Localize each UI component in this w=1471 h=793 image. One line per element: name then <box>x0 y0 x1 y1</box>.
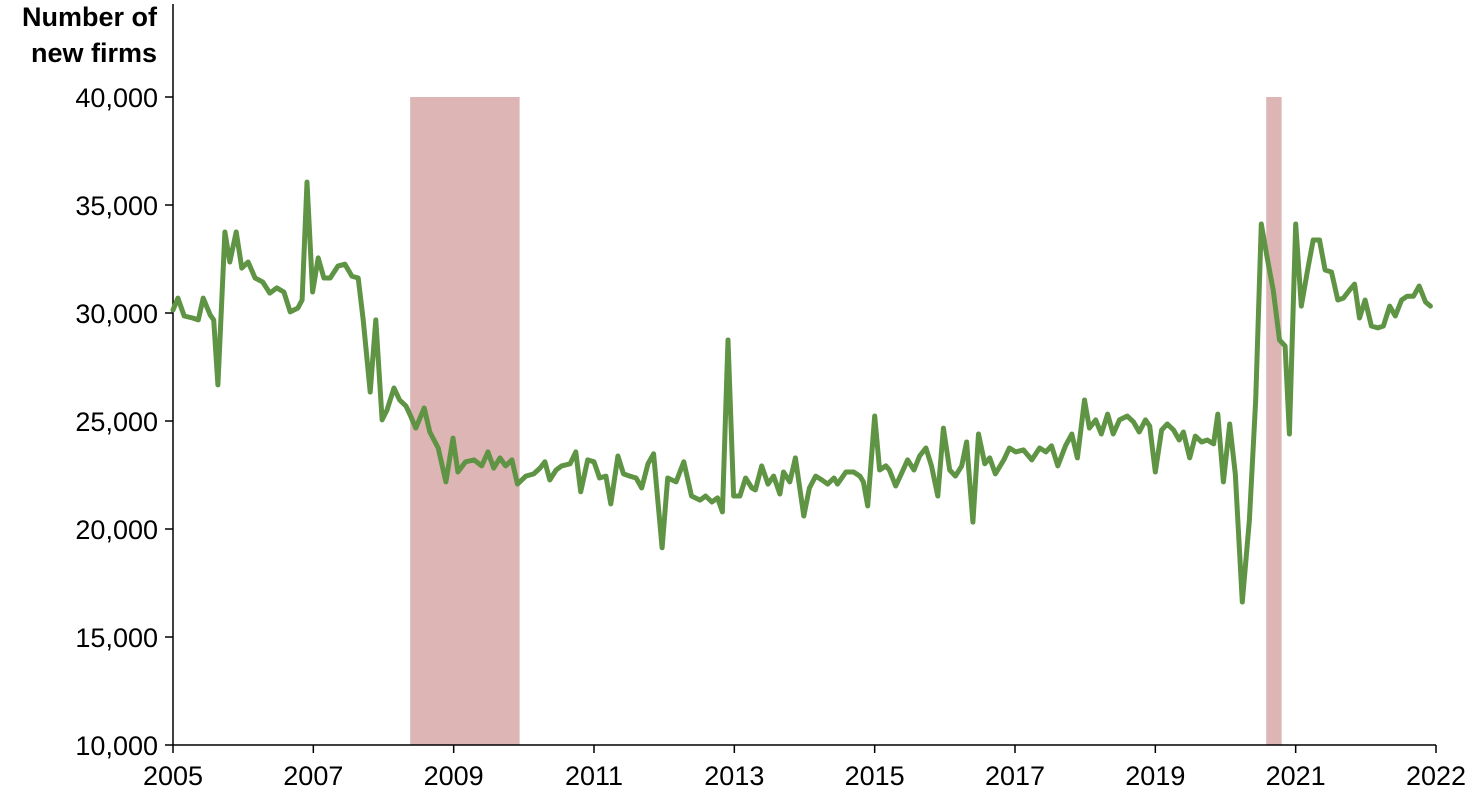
x-tick-label: 2005 <box>143 761 203 791</box>
y-tick-label: 25,000 <box>75 407 158 437</box>
x-tick-label: 2017 <box>985 761 1045 791</box>
data-line <box>170 179 1433 605</box>
y-axis-label: new firms <box>31 38 157 68</box>
x-tick-label: 2007 <box>283 761 343 791</box>
y-axis-label: Number of <box>22 2 158 32</box>
x-tick-label: 2009 <box>424 761 484 791</box>
y-tick-label: 35,000 <box>75 191 158 221</box>
recession-band <box>1266 97 1282 745</box>
y-tick-label: 10,000 <box>75 731 158 761</box>
x-tick-label: 2022 <box>1406 761 1466 791</box>
y-tick-label: 40,000 <box>75 83 158 113</box>
y-tick-label: 15,000 <box>75 623 158 653</box>
x-tick-label: 2013 <box>704 761 764 791</box>
y-tick-label: 20,000 <box>75 515 158 545</box>
x-tick-label: 2011 <box>565 761 623 791</box>
y-tick-label: 30,000 <box>75 299 158 329</box>
x-tick-label: 2015 <box>845 761 905 791</box>
x-tick-label: 2019 <box>1125 761 1185 791</box>
x-tick-label: 2021 <box>1266 761 1326 791</box>
